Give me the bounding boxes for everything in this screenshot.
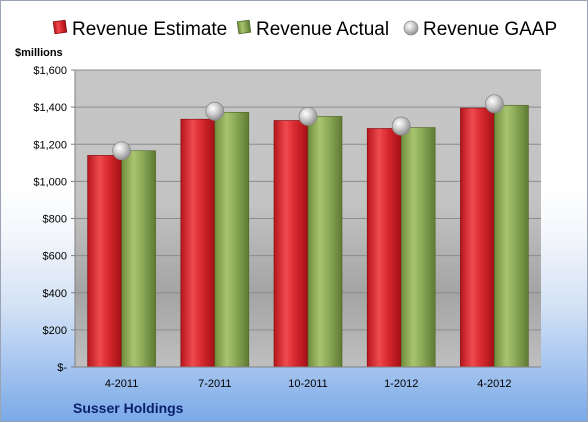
x-tick-label: 10-2011 — [288, 378, 328, 390]
bar-revenue-actual — [400, 127, 436, 368]
legend-label-actual: Revenue Actual — [256, 19, 389, 40]
legend-item-gaap: Revenue GAAP — [403, 19, 557, 40]
bar-revenue-actual — [494, 104, 529, 368]
legend-swatch-estimate — [52, 19, 68, 35]
y-tick-label: $1,400 — [33, 102, 67, 114]
y-tick-label: $- — [57, 362, 67, 374]
y-axis-ticks: $- $200 $400 $600 $800 $1,000 $1,200 $1,400 $1,6… — [33, 65, 75, 374]
y-tick-label: $200 — [43, 325, 67, 337]
company-name-label: Susser Holdings — [73, 400, 184, 416]
bar-revenue-estimate — [460, 107, 495, 368]
bar-revenue-actual — [121, 150, 156, 368]
legend: Revenue Estimate Revenue Actual Revenue … — [52, 19, 557, 40]
x-axis-ticks: 4-2011 7-2011 10-2011 1-2012 4-2012 — [105, 378, 512, 390]
x-tick-label: 4-2011 — [105, 378, 138, 390]
bar-revenue-actual — [307, 116, 343, 368]
legend-swatch-actual — [236, 19, 252, 35]
y-tick-label: $800 — [43, 214, 67, 226]
x-tick-label: 1-2012 — [384, 378, 418, 390]
marker-revenue-gaap — [298, 107, 318, 126]
y-tick-label: $1,600 — [33, 65, 67, 77]
legend-item-estimate: Revenue Estimate — [52, 19, 227, 40]
marker-revenue-gaap — [112, 141, 131, 161]
legend-label-gaap: Revenue GAAP — [423, 19, 557, 40]
x-tick-label: 7-2011 — [198, 378, 231, 390]
bar-revenue-estimate — [180, 118, 216, 368]
gaap-markers — [112, 94, 504, 161]
bars — [87, 104, 529, 368]
marker-revenue-gaap — [205, 101, 225, 121]
legend-item-actual: Revenue Actual — [236, 19, 389, 40]
y-axis-unit-label: $millions — [15, 47, 63, 59]
bar-revenue-estimate — [273, 120, 309, 368]
marker-revenue-gaap — [391, 116, 411, 136]
legend-label-estimate: Revenue Estimate — [72, 19, 227, 40]
legend-swatch-gaap — [403, 20, 419, 36]
y-tick-label: $400 — [43, 288, 67, 300]
x-tick-label: 4-2012 — [477, 378, 511, 390]
y-tick-label: $1,000 — [33, 176, 67, 188]
bar-revenue-actual — [214, 112, 250, 368]
y-tick-label: $1,200 — [33, 139, 67, 151]
bar-revenue-estimate — [366, 128, 402, 368]
y-tick-label: $600 — [43, 251, 67, 263]
marker-revenue-gaap — [484, 94, 504, 114]
bar-revenue-estimate — [87, 155, 122, 368]
